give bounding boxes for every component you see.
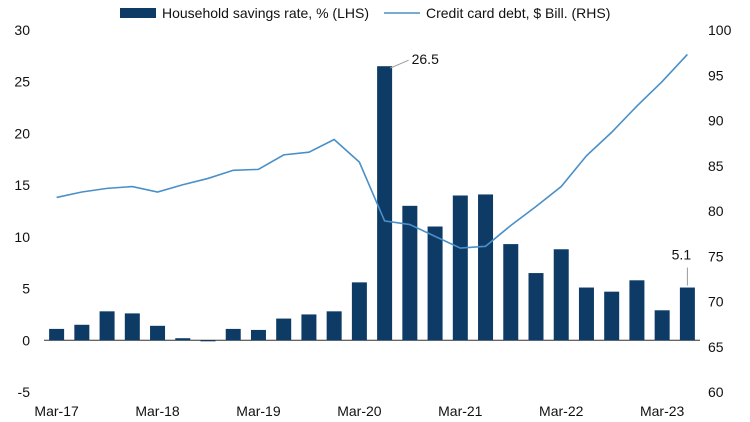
legend: Household savings rate, % (LHS) Credit c… — [120, 5, 610, 21]
bar — [427, 226, 443, 341]
bar — [351, 282, 367, 341]
bar — [679, 287, 695, 341]
bar — [452, 195, 468, 341]
bar — [578, 287, 594, 341]
bar — [276, 318, 292, 341]
bar — [74, 324, 90, 341]
left-axis-tick-label: 0 — [22, 332, 30, 348]
annotation-label: 26.5 — [412, 51, 439, 67]
legend-label-credit-card-debt: Credit card debt, $ Bill. (RHS) — [426, 5, 610, 21]
x-axis-tick-label: Mar-18 — [135, 403, 180, 419]
legend-swatch-savings-rate — [120, 8, 156, 18]
left-axis-tick-label: 20 — [14, 125, 30, 141]
right-axis-tick-label: 80 — [708, 203, 724, 219]
bar — [175, 338, 191, 341]
bar — [503, 244, 519, 341]
left-axis-tick-label: 30 — [14, 22, 30, 38]
left-axis-tick-label: 10 — [14, 229, 30, 245]
x-axis-tick-label: Mar-23 — [640, 403, 685, 419]
right-axis-tick-label: 75 — [708, 248, 724, 264]
x-axis-tick-label: Mar-22 — [539, 403, 584, 419]
bar — [654, 310, 670, 341]
left-axis-tick-label: 25 — [14, 74, 30, 90]
right-axis-tick-label: 95 — [708, 67, 724, 83]
bar — [326, 311, 342, 341]
bar — [99, 311, 115, 341]
right-axis-tick-label: 90 — [708, 113, 724, 129]
bar — [150, 325, 166, 341]
bar — [377, 66, 393, 341]
bar — [49, 328, 65, 341]
bar — [478, 194, 494, 341]
x-axis-tick-label: Mar-17 — [34, 403, 79, 419]
x-axis-tick-label: Mar-21 — [438, 403, 483, 419]
bar — [629, 280, 645, 341]
annotation-label: 5.1 — [672, 247, 692, 263]
left-axis-tick-label: -5 — [18, 384, 31, 400]
bar — [402, 205, 418, 341]
bar — [528, 273, 544, 341]
x-axis-tick-label: Mar-20 — [337, 403, 382, 419]
bar — [604, 291, 620, 341]
annotations: 26.5 5.1 — [389, 51, 692, 286]
left-axis: -5 0 5 10 15 20 25 30 — [14, 22, 30, 400]
right-axis-tick-label: 70 — [708, 294, 724, 310]
x-axis: Mar-17 Mar-18 Mar-19 Mar-20 Mar-21 Mar-22 Mar-… — [34, 403, 684, 419]
bar — [124, 313, 140, 341]
right-axis-tick-label: 100 — [708, 22, 732, 38]
line-series-credit-card-debt — [56, 53, 688, 249]
bar-series-savings-rate — [49, 66, 695, 342]
right-axis: 60 65 70 75 80 85 90 95 100 — [708, 22, 732, 400]
bar — [301, 314, 317, 341]
bar — [200, 340, 216, 342]
left-axis-tick-label: 15 — [14, 177, 30, 193]
bar — [250, 329, 266, 341]
right-axis-tick-label: 60 — [708, 384, 724, 400]
bar — [225, 328, 241, 341]
right-axis-tick-label: 65 — [708, 339, 724, 355]
legend-label-savings-rate: Household savings rate, % (LHS) — [162, 5, 369, 21]
right-axis-tick-label: 85 — [708, 158, 724, 174]
annotation-leader-line — [389, 59, 409, 69]
left-axis-tick-label: 5 — [22, 281, 30, 297]
bar — [553, 249, 569, 341]
x-axis-tick-label: Mar-19 — [236, 403, 281, 419]
